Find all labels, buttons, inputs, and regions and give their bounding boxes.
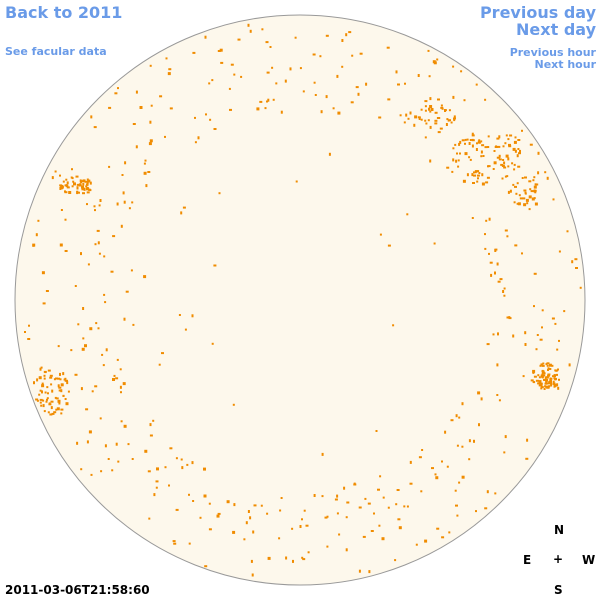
facula-group bbox=[24, 23, 582, 577]
compass-east-label: E bbox=[523, 553, 532, 567]
compass-center-marker: + bbox=[553, 552, 564, 566]
compass-south-label: S bbox=[554, 583, 563, 597]
previous-hour-link[interactable]: Previous hour bbox=[509, 46, 596, 59]
see-facular-data-link[interactable]: See facular data bbox=[5, 45, 107, 58]
previous-day-link[interactable]: Previous day bbox=[479, 3, 596, 22]
back-to-year-link[interactable]: Back to 2011 bbox=[5, 3, 123, 22]
next-hour-link[interactable]: Next hour bbox=[534, 58, 597, 71]
solar-disk bbox=[14, 14, 586, 586]
observation-timestamp: 2011-03-06T21:58:60 bbox=[5, 583, 150, 597]
next-day-link[interactable]: Next day bbox=[516, 20, 596, 39]
compass-north-label: N bbox=[554, 523, 565, 537]
compass-west-label: W bbox=[582, 553, 596, 567]
